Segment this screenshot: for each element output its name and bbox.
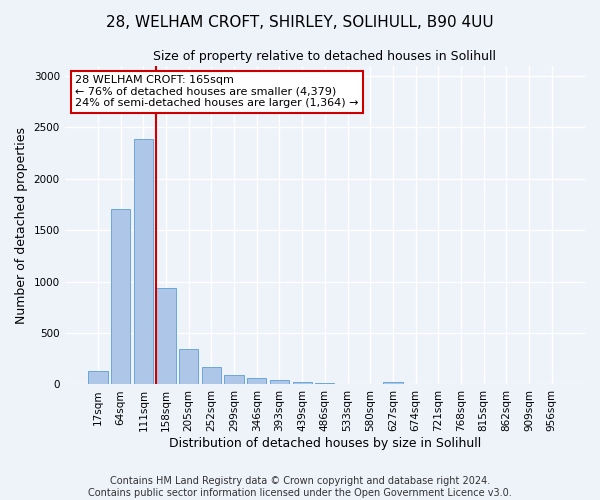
Bar [157,288,176,384]
Bar [88,371,107,384]
Y-axis label: Number of detached properties: Number of detached properties [15,126,28,324]
Bar [179,350,199,384]
Bar [111,208,130,384]
Text: Contains HM Land Registry data © Crown copyright and database right 2024.
Contai: Contains HM Land Registry data © Crown c… [88,476,512,498]
Bar [293,382,312,384]
Bar [383,382,403,384]
Text: 28 WELHAM CROFT: 165sqm
← 76% of detached houses are smaller (4,379)
24% of semi: 28 WELHAM CROFT: 165sqm ← 76% of detache… [75,75,359,108]
Bar [224,375,244,384]
Bar [202,368,221,384]
X-axis label: Distribution of detached houses by size in Solihull: Distribution of detached houses by size … [169,437,481,450]
Bar [134,138,153,384]
Bar [247,378,266,384]
Bar [270,380,289,384]
Title: Size of property relative to detached houses in Solihull: Size of property relative to detached ho… [154,50,496,63]
Text: 28, WELHAM CROFT, SHIRLEY, SOLIHULL, B90 4UU: 28, WELHAM CROFT, SHIRLEY, SOLIHULL, B90… [106,15,494,30]
